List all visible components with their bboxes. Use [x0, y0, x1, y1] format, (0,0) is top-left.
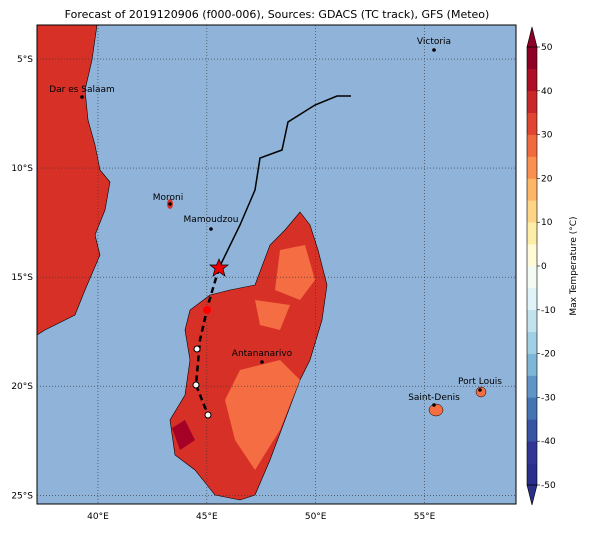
colorbar-bin [527, 200, 537, 223]
island [475, 386, 487, 398]
lat-tick-label: 15°S [11, 273, 33, 283]
lon-tick-label: 45°E [196, 512, 218, 522]
colorbar-bin [527, 47, 537, 70]
lat-tick-label: 25°S [11, 491, 33, 501]
colorbar-bin [527, 331, 537, 354]
track-point [192, 381, 200, 389]
colorbar-bin [527, 375, 537, 398]
lon-tick-label: 40°E [87, 512, 109, 522]
title: Forecast of 2019120906 (f000-006), Sourc… [65, 8, 490, 21]
colorbar-tick-label: 10 [541, 218, 553, 228]
lat-tick-label: 10°S [11, 164, 33, 174]
colorbar-bin [527, 90, 537, 113]
city-label: Saint-Denis [408, 393, 460, 403]
colorbar-bin [527, 441, 537, 464]
colorbar-tick-label: 50 [541, 43, 553, 53]
colorbar-tick-label: 30 [541, 131, 553, 141]
colorbar-tick-label: -30 [541, 393, 556, 403]
lat-tick-label: 20°S [11, 382, 33, 392]
temp-patch [172, 420, 195, 450]
city-label: Port Louis [458, 377, 502, 387]
colorbar-bin [527, 397, 537, 420]
colorbar-bin [527, 134, 537, 157]
colorbar-bin [527, 156, 537, 179]
track [218, 95, 351, 269]
island [428, 403, 444, 417]
city-dot [260, 360, 264, 364]
lon-tick-label: 50°E [305, 512, 327, 522]
temp-patch [275, 245, 315, 300]
colorbar-tick-label: -10 [541, 306, 556, 316]
colorbar-tick-label: -50 [541, 481, 556, 491]
track-point [193, 345, 201, 353]
colorbar-bin [527, 419, 537, 442]
storm-position [209, 258, 229, 277]
colorbar-extend [526, 484, 538, 506]
colorbar-bin [527, 353, 537, 376]
city-dot [168, 202, 172, 206]
track-point [203, 306, 211, 314]
colorbar-bin [527, 266, 537, 289]
colorbar-tick-label: 20 [541, 174, 553, 184]
colorbar-bin [527, 222, 537, 245]
lon-tick-label: 55°E [414, 512, 436, 522]
colorbar-bin [527, 112, 537, 135]
track-point [204, 411, 212, 419]
temp-patch [225, 360, 300, 470]
cities: Victoria Dar es Salaam Moroni Mamoudzou … [49, 37, 502, 407]
temp-patch [255, 300, 290, 330]
colorbar-tick-label: 40 [541, 87, 553, 97]
city-dot [432, 403, 436, 407]
city-dot [432, 48, 436, 52]
africa [36, 24, 111, 336]
city-label: Mamoudzou [184, 215, 239, 225]
colorbar-tick-label: -20 [541, 350, 556, 360]
city-label: Antananarivo [232, 349, 293, 359]
lat-tick-label: 5°S [17, 55, 33, 65]
city-label: Dar es Salaam [49, 85, 115, 95]
forecast-track [194, 267, 221, 416]
city-dot [80, 95, 84, 99]
city-label: Victoria [417, 37, 451, 47]
city-label: Moroni [153, 193, 184, 203]
city-dot [209, 227, 213, 231]
colorbar-bin [527, 244, 537, 267]
colorbar-bin [527, 178, 537, 201]
colorbar-bin [527, 287, 537, 311]
colorbar-tick-label: 0 [541, 262, 547, 272]
colorbar-tick-label: -40 [541, 437, 556, 447]
colorbar-bin [527, 463, 537, 486]
colorbar-extend [526, 26, 538, 48]
colorbar-label: Max Temperature (°C) [569, 216, 579, 315]
map-frame [36, 24, 517, 505]
city-dot [478, 388, 482, 392]
colorbar-bin [527, 309, 537, 332]
colorbar-bin [527, 68, 537, 92]
